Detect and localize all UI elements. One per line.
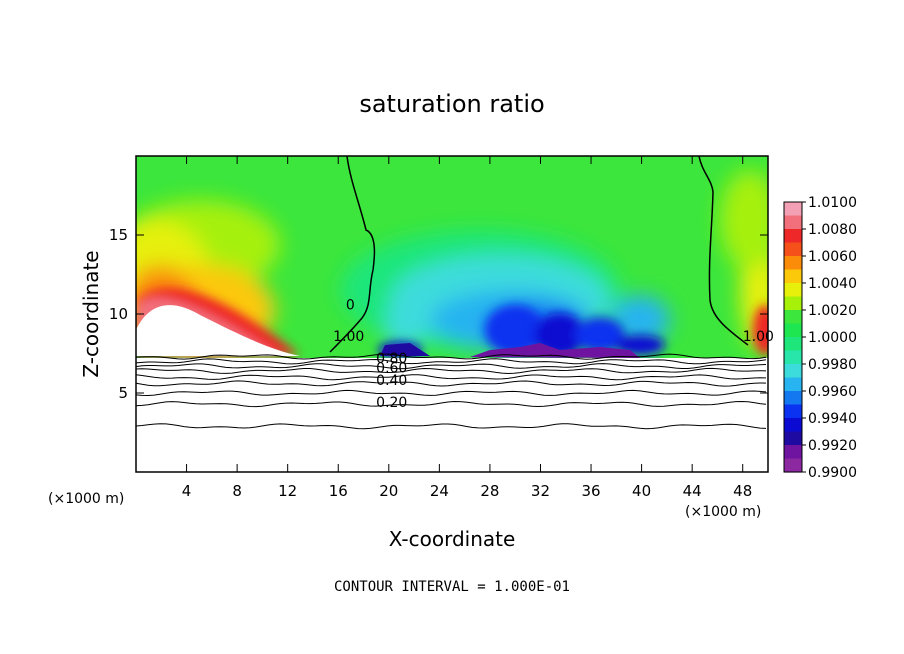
y-axis-ticks: 5 10 15	[109, 226, 768, 402]
contour-label: 0.20	[376, 395, 407, 411]
x-tick-label: 36	[581, 482, 600, 500]
contour-line-saturation	[329, 156, 376, 353]
x-tick-label: 4	[182, 482, 192, 500]
colorbar-swatch	[784, 418, 802, 433]
colorbar-swatch	[784, 323, 802, 338]
contour-labels: 0 1.00 1.00 0.800.600.40 0.20	[333, 297, 774, 411]
contour-lines	[136, 156, 767, 430]
contour-line	[136, 353, 767, 360]
contour-label: 0.60	[376, 360, 407, 376]
colorbar-swatch	[784, 377, 802, 392]
colorbar-swatch	[784, 269, 802, 284]
x-tick-label: 28	[480, 482, 499, 500]
colorbar-swatch	[784, 256, 802, 271]
colorbar-swatch	[784, 445, 802, 460]
contour-line	[136, 374, 767, 381]
dark-patch	[470, 343, 640, 358]
colorbar-swatch	[784, 283, 802, 298]
x-axis-label: X-coordinate	[389, 527, 516, 551]
x-tick-label: 40	[632, 482, 651, 500]
contour-label: 0.80	[376, 351, 407, 367]
x-tick-label: 32	[531, 482, 550, 500]
colorbar-label: 1.0000	[808, 330, 857, 346]
colorbar-label: 0.9900	[808, 465, 857, 481]
x-tick-label: 12	[278, 482, 297, 500]
y-tick-label: 15	[109, 226, 128, 244]
colorbar-label: 1.0060	[808, 249, 857, 265]
dry-region	[136, 305, 300, 356]
x-tick-label: 20	[379, 482, 398, 500]
colorbar-swatch	[784, 431, 802, 446]
x-tick-label: 16	[329, 482, 348, 500]
colorbar-labels: 1.0100 1.0080 1.0060 1.0040 1.0020 1.0000 0.99…	[802, 195, 857, 481]
dark-patch	[380, 343, 430, 356]
colorbar-swatch	[784, 350, 802, 365]
contour-line	[136, 358, 767, 365]
y-axis-label: Z-coordinate	[79, 250, 103, 377]
colorbar-swatch	[784, 202, 802, 217]
x-unit-label-right: (×1000 m)	[685, 504, 761, 520]
contour-label: 1.00	[333, 329, 364, 345]
contour-label: 0.40	[376, 373, 407, 389]
contour-line	[136, 380, 767, 387]
colorbar-label: 0.9960	[808, 384, 857, 400]
contour-label: 1.00	[743, 329, 774, 345]
colorbar-swatch	[784, 404, 802, 419]
colorbar-label: 0.9920	[808, 438, 857, 454]
colorbar-swatch	[784, 310, 802, 325]
colorbar-swatch	[784, 337, 802, 352]
saturation-field	[136, 156, 768, 472]
x-tick-label: 8	[232, 482, 242, 500]
chart-title: saturation ratio	[359, 90, 544, 118]
x-unit-label-left: (×1000 m)	[48, 491, 124, 507]
colorbar-label: 1.0080	[808, 222, 857, 238]
subsaturated-region	[136, 358, 768, 472]
contour-line	[136, 367, 767, 375]
contour-line	[136, 363, 767, 370]
contour-line-saturation	[698, 156, 749, 346]
x-tick-label: 44	[683, 482, 702, 500]
colorbar-label: 0.9940	[808, 411, 857, 427]
y-tick-label: 5	[118, 384, 128, 402]
colorbar-swatch	[784, 229, 802, 244]
contour-label: 0	[346, 297, 355, 313]
colorbar-swatch	[784, 215, 802, 230]
y-tick-label: 10	[109, 305, 128, 323]
contour-line	[136, 389, 767, 397]
colorbar-label: 1.0040	[808, 276, 857, 292]
colorbar-label: 1.0100	[808, 195, 857, 211]
contour-interval-note: CONTOUR INTERVAL = 1.000E-01	[334, 579, 570, 595]
x-axis-ticks: 4 8 12 16 20 24 28 32 36 40 44 48	[182, 156, 752, 500]
colorbar-swatch	[784, 242, 802, 257]
colorbar-swatch	[784, 364, 802, 379]
colorbar-swatch	[784, 458, 802, 473]
colorbar	[783, 201, 803, 473]
colorbar-label: 0.9980	[808, 357, 857, 373]
colorbar-swatch	[784, 296, 802, 311]
colorbar-swatch	[784, 391, 802, 406]
x-tick-label: 48	[733, 482, 752, 500]
colorbar-label: 1.0020	[808, 303, 857, 319]
contour-line	[136, 423, 767, 430]
contour-line	[136, 400, 767, 408]
x-tick-label: 24	[430, 482, 449, 500]
